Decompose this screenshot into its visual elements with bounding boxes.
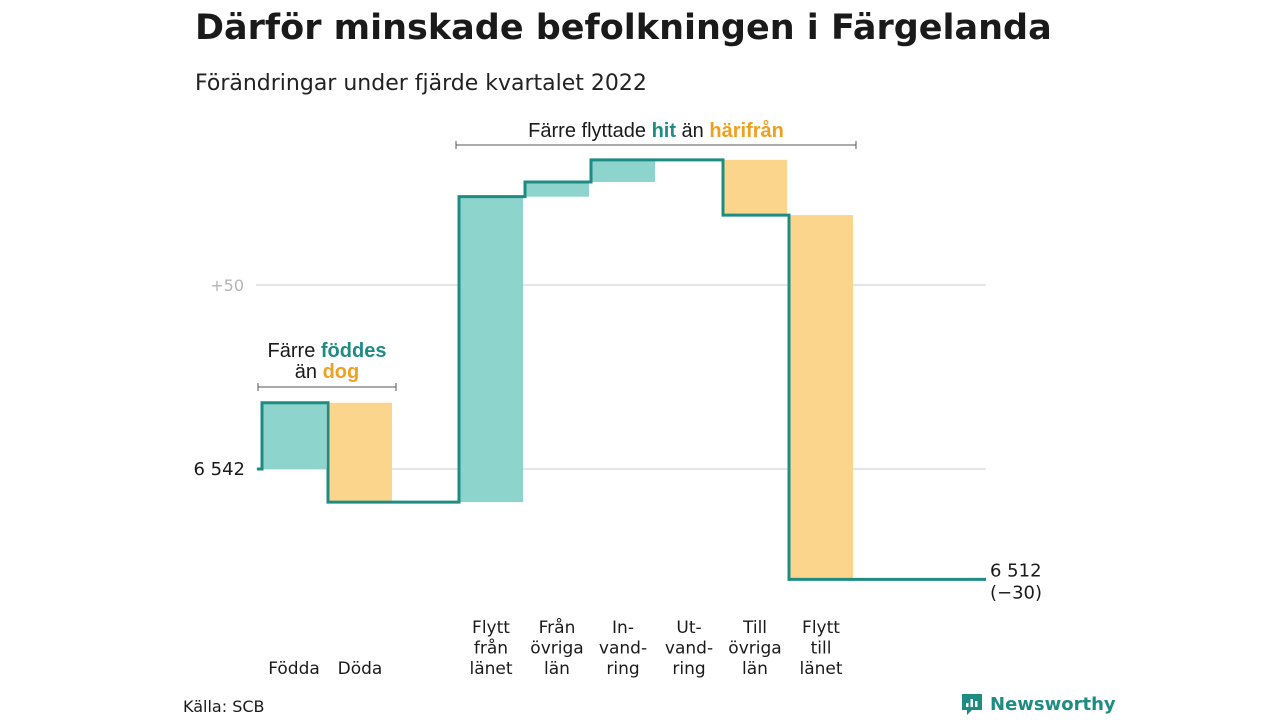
category-label: ring	[606, 659, 639, 679]
category-label: länet	[799, 659, 842, 679]
change-label: (−30)	[990, 582, 1042, 603]
newsworthy-logo: Newsworthy	[960, 692, 1116, 716]
category-label: Flytt	[472, 618, 510, 638]
moves-out-highlight: härifrån	[709, 119, 783, 142]
population-step-line	[257, 158, 986, 581]
end-value-label: 6 512	[990, 560, 1042, 581]
moves-bracket	[455, 141, 857, 149]
moves-annotation: Färre flyttade hit än härifrån	[528, 119, 784, 142]
category-label: länet	[469, 659, 512, 679]
category-label: vand-	[599, 639, 647, 659]
category-label: län	[742, 659, 768, 679]
bar-in--vand--ring	[591, 159, 655, 182]
category-label: In-	[612, 618, 634, 638]
bar-flytt-till-länet	[789, 215, 853, 580]
births-annotation-line1: Färre föddes	[268, 340, 387, 362]
y-tick-label: +50	[210, 276, 244, 295]
chart-title: Därför minskade befolkningen i Färgeland…	[195, 8, 1052, 48]
bar-flytt-från-länet	[459, 196, 523, 503]
category-label: Flytt	[802, 618, 840, 638]
category-label: ring	[672, 659, 705, 679]
source-note: Källa: SCB	[183, 697, 265, 716]
category-label: vand-	[665, 639, 713, 659]
category-label: till	[811, 639, 832, 659]
category-label: län	[544, 659, 570, 679]
category-label: övriga	[728, 639, 781, 659]
moves-in-highlight: hit	[652, 120, 677, 142]
bar-döda	[328, 402, 392, 503]
category-label: Ut-	[676, 618, 701, 638]
bar-till-övriga-län	[723, 159, 787, 216]
deaths-highlight: dog	[323, 361, 360, 383]
chart-subtitle: Förändringar under fjärde kvartalet 2022	[195, 71, 647, 96]
start-value-label: 6 542	[193, 459, 245, 480]
category-label: övriga	[530, 639, 583, 659]
births-annotation-line2: än dog	[295, 361, 359, 383]
category-label: från	[474, 638, 508, 659]
line-layer	[257, 158, 986, 581]
births-bracket	[257, 383, 397, 391]
logo-text: Newsworthy	[990, 693, 1116, 715]
category-label: Födda	[268, 659, 320, 679]
bar-födda	[262, 402, 326, 469]
category-label: Till	[742, 618, 767, 638]
category-label: Döda	[338, 659, 383, 679]
bar-layer	[262, 159, 853, 580]
births-highlight: föddes	[321, 340, 387, 362]
category-label: Från	[539, 617, 576, 638]
bar-från-övriga-län	[525, 181, 589, 197]
newsworthy-logo-icon	[962, 694, 982, 715]
